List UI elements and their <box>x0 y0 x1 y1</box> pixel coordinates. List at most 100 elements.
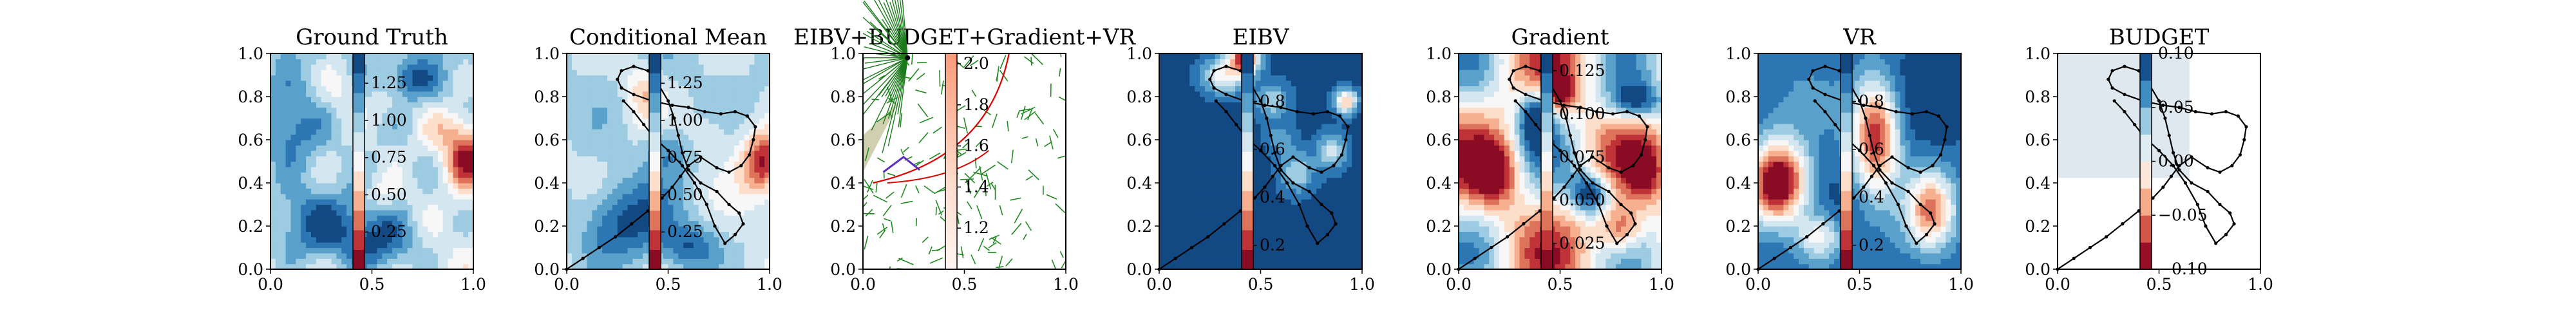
trajectory-point <box>1823 109 1827 114</box>
trajectory-point <box>1511 86 1515 90</box>
colorbar: 0.025 0.050 0.075 0.100 0.125 <box>1540 53 1605 270</box>
trajectory-point <box>1591 181 1595 185</box>
colorbar-tick-label: 0.8 <box>1260 91 1285 110</box>
x-tick-label: 0.0 <box>1446 275 1472 294</box>
trajectory-point <box>1871 164 1876 167</box>
y-tick-label: 0.2 <box>830 217 856 236</box>
trajectory-point <box>1208 77 1212 81</box>
trajectory-point <box>1291 155 1295 159</box>
tree-fan <box>862 0 908 153</box>
trajectory-point <box>752 138 755 142</box>
trajectory-point <box>680 151 685 155</box>
trajectory-point <box>1524 109 1528 114</box>
y-axis: 0.0 0.2 0.4 0.6 0.8 1.0 <box>1725 44 1758 279</box>
trajectory-point <box>1918 202 1922 207</box>
trajectory-line <box>566 65 757 270</box>
trajectory-point <box>1619 170 1623 174</box>
panel-title: Conditional Mean <box>569 24 767 50</box>
trajectory-point <box>1224 93 1228 97</box>
trajectory-point <box>715 189 719 193</box>
trajectory-point <box>2190 155 2193 159</box>
trajectory-point <box>1511 69 1515 73</box>
panel-gradient: Gradient 0.0 0.5 1.0 0.0 0.2 0.4 0.6 0.8 1.0 0.025… <box>1426 24 1674 294</box>
trajectory-point <box>2157 149 2161 153</box>
selected-path <box>882 155 921 173</box>
y-tick-label: 0.6 <box>1426 131 1452 149</box>
trajectory-point <box>2171 164 2175 167</box>
trajectory-point <box>727 170 731 174</box>
y-tick-label: 0.4 <box>1725 174 1751 193</box>
trajectory-point <box>1595 109 1598 114</box>
x-tick-label: 1.0 <box>1948 275 1974 294</box>
colorbar-frame <box>1540 53 1553 270</box>
y-tick-label: 0.6 <box>2025 131 2050 149</box>
trajectory-point <box>1615 242 1619 245</box>
trajectory-point <box>2210 112 2213 116</box>
x-tick-label: 0.5 <box>1248 275 1274 294</box>
y-tick-label: 0.8 <box>1126 88 1152 106</box>
trajectory-point <box>1206 235 1210 239</box>
trajectory-point <box>2224 232 2228 236</box>
trajectory-point <box>620 69 623 73</box>
trajectory-point <box>2163 116 2167 120</box>
y-tick-label: 0.8 <box>1426 88 1452 106</box>
trajectory-point <box>2110 86 2114 90</box>
trajectory-point <box>741 222 745 226</box>
trajectory-point <box>1870 175 1873 178</box>
trajectory-point <box>642 122 646 127</box>
y-tick-label: 1.0 <box>534 44 560 63</box>
trajectory-point <box>1584 181 1589 185</box>
trajectory-point <box>1263 185 1267 189</box>
x-tick-label: 1.0 <box>1649 275 1674 294</box>
trajectory-point <box>1564 116 1568 120</box>
trajectory-point <box>687 164 690 167</box>
colorbar-tick-label: 0.8 <box>1859 91 1884 110</box>
trajectory-point <box>713 224 717 228</box>
y-tick-label: 1.0 <box>1426 44 1452 63</box>
colorbar-tick-label: 0.05 <box>2158 98 2194 117</box>
trajectory-line <box>2057 65 2248 270</box>
trajectory-point <box>1224 64 1228 68</box>
trajectory-point <box>715 166 719 170</box>
y-tick-label: 0.2 <box>534 217 560 236</box>
trajectory-point <box>1862 185 1866 189</box>
y-tick-label: 0.2 <box>1126 217 1152 236</box>
trajectory-point <box>1273 164 1277 167</box>
trajectory-point <box>2195 202 2199 207</box>
colorbar-tick-label: 1.6 <box>963 137 989 155</box>
trajectory-point <box>1295 109 1299 114</box>
trajectory-point <box>1918 170 1922 174</box>
trajectory-point <box>723 242 727 245</box>
colorbar: 0.2 0.4 0.6 0.8 <box>1840 53 1884 270</box>
x-tick-label: 0.0 <box>1745 275 1771 294</box>
x-axis: 0.0 0.5 1.0 <box>1446 269 1674 294</box>
y-tick-label: 0.4 <box>1426 174 1452 193</box>
trajectory-point <box>1279 164 1283 167</box>
x-tick-label: 0.0 <box>2045 275 2070 294</box>
trajectory-point <box>1943 138 1947 142</box>
panel-title: Ground Truth <box>296 24 448 50</box>
colorbar-tick-label: 0.050 <box>1559 191 1605 209</box>
colorbar-frame <box>1840 53 1853 270</box>
trajectory-point <box>2072 256 2076 260</box>
trajectory-point <box>2218 202 2222 207</box>
colorbar-tick-label: 0.025 <box>1559 234 1605 252</box>
trajectory-point <box>1878 164 1882 167</box>
y-tick-label: 0.0 <box>1126 260 1152 279</box>
colorbar-tick-label: 0.50 <box>371 185 407 204</box>
y-axis: 0.0 0.2 0.4 0.6 0.8 1.0 <box>238 44 270 279</box>
x-tick-label: 0.0 <box>850 275 876 294</box>
trajectory-point <box>1522 222 1526 226</box>
x-axis: 0.0 0.5 1.0 <box>554 269 782 294</box>
trajectory-point <box>719 112 723 116</box>
panel-title: VR <box>1842 24 1877 50</box>
colorbar-tick-label: 0.2 <box>1859 236 1884 254</box>
x-tick-label: 0.0 <box>1146 275 1172 294</box>
trajectory-point <box>1931 164 1935 167</box>
trajectory-point <box>666 149 670 153</box>
trajectory-point <box>666 99 670 103</box>
trajectory-point <box>1334 222 1338 226</box>
y-tick-label: 0.8 <box>2025 88 2050 106</box>
y-tick-label: 0.2 <box>1725 217 1751 236</box>
trajectory-point <box>699 181 703 185</box>
